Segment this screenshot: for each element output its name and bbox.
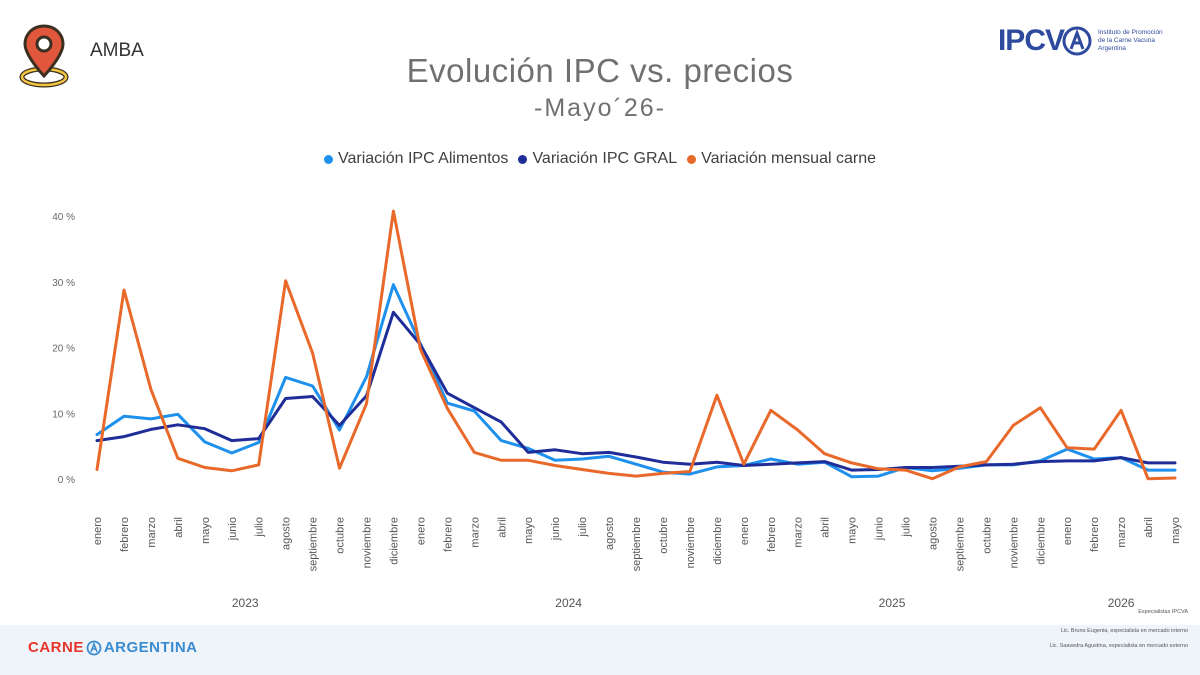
- legend-label: Variación IPC Alimentos: [337, 150, 509, 167]
- credit-line: Lic. Saavedra Agustina, especialista en …: [1049, 643, 1189, 649]
- x-tick-label: abril: [173, 517, 185, 538]
- x-tick-label: marzo: [1116, 517, 1128, 548]
- legend-item-carne: Variación mensual carne: [687, 150, 876, 168]
- x-tick-label: mayo: [523, 517, 535, 544]
- series-line-alimentos: [95, 283, 1177, 479]
- x-tick-label: febrero: [766, 517, 778, 552]
- y-tick-label: 20 %: [52, 344, 75, 355]
- x-tick-label: diciembre: [388, 517, 400, 565]
- x-tick-label: julio: [901, 517, 913, 538]
- x-tick-label: marzo: [793, 517, 805, 548]
- series-line-gral: [95, 310, 1177, 472]
- logo-text-argentina: ARGENTINA: [103, 639, 198, 656]
- brand-description: Instituto de Promoción de la Carne Vacun…: [1098, 29, 1178, 53]
- x-tick-label: abril: [820, 517, 832, 538]
- chart-legend: Variación IPC Alimentos Variación IPC GR…: [0, 150, 1200, 168]
- x-tick-label: mayo: [847, 517, 859, 544]
- y-tick-label: 0 %: [58, 475, 75, 486]
- ipcva-logo: IPCV Instituto de Promoción de la Carne …: [998, 24, 1178, 58]
- x-tick-label: enero: [92, 517, 104, 545]
- x-tick-label: julio: [254, 517, 266, 538]
- x-tick-label: abril: [496, 517, 508, 538]
- x-tick-label: mayo: [1170, 517, 1182, 544]
- x-tick-label: enero: [415, 517, 427, 545]
- brand-a-icon: [1062, 26, 1092, 56]
- x-tick-label: febrero: [442, 517, 454, 552]
- x-tick-label: abril: [1143, 517, 1155, 538]
- legend-item-alimentos: Variación IPC Alimentos: [323, 150, 509, 168]
- page-subtitle: -Mayo´26-: [534, 94, 666, 122]
- x-tick-label: noviembre: [1008, 517, 1020, 568]
- x-tick-label: septiembre: [954, 517, 966, 571]
- x-tick-label: mayo: [200, 517, 212, 544]
- series-line-carne: [95, 209, 1177, 481]
- y-tick-label: 30 %: [52, 278, 75, 289]
- legend-item-gral: Variación IPC GRAL: [518, 150, 677, 168]
- x-tick-label: junio: [550, 517, 562, 541]
- legend-marker: [323, 154, 333, 164]
- credit-line: Especialistas IPCVA: [1138, 609, 1188, 615]
- logo-text-carne: CARNE: [28, 639, 84, 656]
- location-label: AMBA: [90, 40, 144, 61]
- map-pin-icon: [19, 24, 69, 88]
- legend-label: Variación mensual carne: [701, 150, 876, 167]
- x-tick-label: noviembre: [685, 517, 697, 568]
- year-label: 2024: [555, 596, 582, 610]
- legend-label: Variación IPC GRAL: [532, 150, 678, 167]
- x-tick-label: octubre: [981, 517, 993, 554]
- x-tick-label: septiembre: [308, 517, 320, 571]
- x-tick-label: junio: [227, 517, 239, 541]
- x-tick-label: julio: [577, 517, 589, 538]
- year-label: 2023: [232, 596, 259, 610]
- location-header: AMBA: [18, 22, 144, 88]
- x-tick-label: octubre: [658, 517, 670, 554]
- x-tick-label: septiembre: [631, 517, 643, 571]
- brand-desc-line: Instituto de Promoción: [1098, 29, 1163, 36]
- x-tick-label: agosto: [281, 517, 293, 550]
- x-tick-label: octubre: [335, 517, 347, 554]
- logo-mark-icon: [86, 640, 102, 655]
- x-tick-label: agosto: [927, 517, 939, 550]
- legend-marker: [687, 154, 697, 164]
- x-tick-label: marzo: [146, 517, 158, 548]
- x-tick-label: noviembre: [362, 517, 374, 568]
- y-tick-label: 40 %: [52, 212, 75, 223]
- x-tick-label: marzo: [469, 517, 481, 548]
- year-label: 2026: [1108, 596, 1135, 610]
- x-tick-label: junio: [874, 517, 886, 541]
- line-chart: 0 % 10 % 20 % 30 % 40 % enero febrero marzo abri…: [52, 209, 1182, 610]
- carne-argentina-logo: CARNE ARGENTINA: [28, 639, 198, 656]
- brand-desc-line: de la Carne Vacuna: [1098, 37, 1155, 44]
- x-tick-label: diciembre: [1035, 517, 1047, 565]
- year-label: 2025: [879, 596, 906, 610]
- x-tick-label: febrero: [119, 517, 131, 552]
- x-tick-label: diciembre: [712, 517, 724, 565]
- page-title: Evolución IPC vs. precios: [406, 52, 794, 89]
- x-tick-label: agosto: [604, 517, 616, 550]
- x-tick-label: enero: [1062, 517, 1074, 545]
- x-tick-label: enero: [739, 517, 751, 545]
- footer-band: [0, 625, 1200, 675]
- credit-line: Lic. Bruno Eugenia, especialista en merc…: [1060, 628, 1188, 634]
- x-tick-label: febrero: [1089, 517, 1101, 552]
- brand-name: IPCV: [997, 24, 1065, 57]
- legend-marker: [518, 154, 528, 164]
- brand-desc-line: Argentina: [1098, 45, 1126, 52]
- y-tick-label: 10 %: [52, 409, 75, 420]
